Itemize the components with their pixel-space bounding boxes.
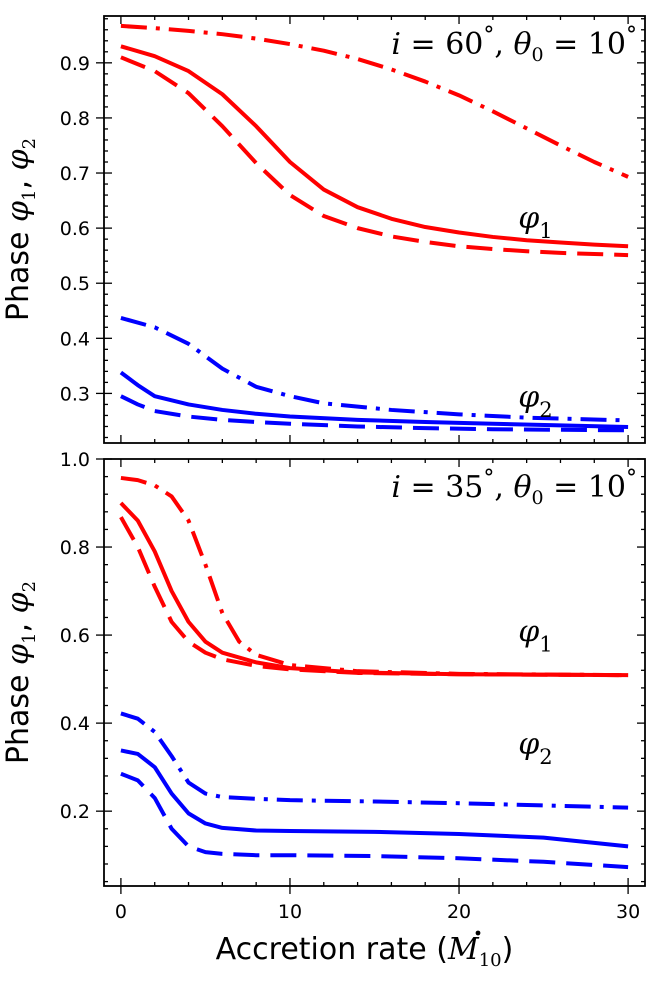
y-tick-label: 0.2 [60,801,90,823]
series-line-phi2-dashdot [120,711,629,810]
series-line-phi1-dashdot [120,475,629,678]
y-tick-label: 0.6 [60,625,90,647]
x-tick-label: 0 [115,901,127,923]
y-tick-label: 0.3 [60,383,90,405]
series-line-phi1-dashdot [120,23,629,179]
series-group [119,23,629,433]
y-tick-label: 0.7 [60,163,90,185]
y-tick-label: 0.4 [60,713,90,735]
y-tick-label: 1.0 [60,449,90,471]
y-tick-label: 0.6 [60,218,90,240]
mdot-dot [475,930,481,936]
series-line-phi1-solid [120,44,629,249]
series-line-phi1-dashed [120,55,629,258]
y-axis-title: Phase φ1, φ2 [1,138,40,321]
series-line-phi2-solid [119,370,629,430]
curve-label-phi1: φ1 [518,615,552,657]
curve-label-phi2: φ2 [518,727,552,769]
y-tick-label: 0.4 [60,328,90,350]
y-axis-title: Phase φ1, φ2 [1,581,40,764]
series-line-phi2-solid [120,748,629,849]
y-tick-label: 0.8 [60,108,90,130]
x-tick-label: 20 [447,901,471,923]
series-line-phi2-dashdot [120,316,629,423]
top-panel: 0.3 0.4 0.5 0.6 0.7 0.8 0.9 Phase φ1, φ2 i = 60°… [1,15,646,444]
panel-annotation: i = 60°, θ0 = 10° [391,23,637,66]
x-axis-title: Accretion rate (M10) [216,932,514,971]
y-tick-label: 0.5 [60,273,90,295]
plot-frame [103,458,646,887]
x-tick-label: 10 [278,901,302,923]
curve-label-phi2: φ2 [518,380,552,422]
plot-frame [103,15,646,444]
x-tick-label: 30 [616,901,640,923]
series-line-phi2-dashed [120,771,629,870]
panel-annotation: i = 35°, θ0 = 10° [391,466,637,509]
y-tick-label: 0.9 [60,53,90,75]
curve-label-phi1: φ1 [518,201,552,243]
y-tick-label: 0.8 [60,537,90,559]
bottom-panel: 0 10 20 30 0.2 0.4 0.6 0.8 1.0 Phase φ1, φ2 i = 35… [1,449,646,971]
series-line-phi2-dashed [120,394,629,433]
series-group [119,475,629,870]
